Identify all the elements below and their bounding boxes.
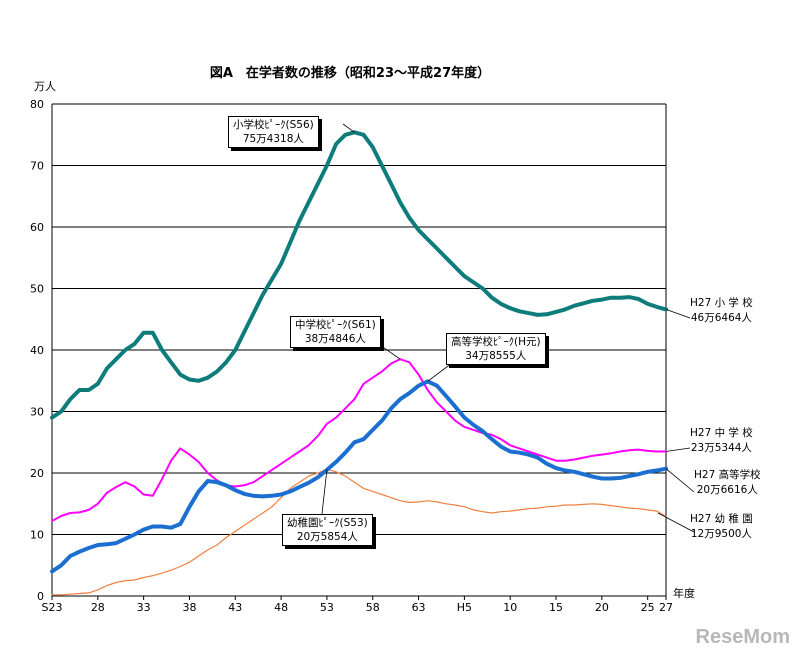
label-high-end: H27 高等学校 20万6616人 [694,469,761,496]
x-tick-label: 15 [549,601,563,614]
x-tick-label: 58 [366,601,380,614]
leader-line [665,309,691,319]
x-tick-label: H5 [457,601,472,614]
leader-line [665,468,695,493]
x-tick-label: 27 [659,601,673,614]
y-tick-label: 0 [37,590,44,603]
y-tick-label: 50 [30,283,44,296]
chart-title: 図A 在学者数の推移（昭和23～平成27年度） [209,66,491,81]
x-tick-label: 33 [137,601,151,614]
leader-line [321,469,328,515]
label-junior-end: H27 中 学 校 23万5344人 [690,427,753,454]
y-tick-label: 30 [30,406,44,419]
x-tick-label: 53 [320,601,334,614]
label-elementary-end: H27 小 学 校 46万6464人 [690,297,753,324]
y-tick-label: 20 [30,467,44,480]
y-tick-label: 60 [30,221,44,234]
annotation-elementary-peak: 小学校ﾋﾟｰｸ(S56) 75万4318人 [228,116,319,148]
y-tick-label: 10 [30,529,44,542]
x-axis-unit: 年度 [673,587,695,600]
series-line-elementary [50,130,668,420]
x-tick-label: 38 [182,601,196,614]
x-tick-label: 48 [274,601,288,614]
label-kinder-end: H27 幼 稚 園 12万9500人 [690,513,753,540]
y-axis-unit: 万人 [34,80,56,93]
leader-line [342,123,355,133]
x-tick-label: 43 [228,601,242,614]
y-tick-label: 70 [30,160,44,173]
annotation-junior-peak: 中学校ﾋﾟｰｸ(S61) 38万4846人 [290,316,381,348]
y-tick-label: 80 [30,98,44,111]
x-tick-label: 28 [91,601,105,614]
series-line-junior_high [51,358,667,522]
series-line-high_school [50,379,668,574]
annotation-high-peak: 高等学校ﾋﾟｰｸ(H元) 34万8555人 [446,333,546,365]
x-tick-label: S23 [42,601,63,614]
x-tick-label: 25 [641,601,655,614]
x-tick-label: 10 [503,601,517,614]
leader-line [665,447,691,452]
annotation-kinder-peak: 幼稚園ﾋﾟｰｸ(S53) 20万5854人 [282,514,373,546]
leader-line [657,512,695,533]
x-tick-label: 20 [595,601,609,614]
x-tick-label: 63 [412,601,426,614]
series-line-kindergarten [51,468,667,596]
watermark-logo: ReseMom [695,626,790,648]
y-tick-label: 40 [30,344,44,357]
